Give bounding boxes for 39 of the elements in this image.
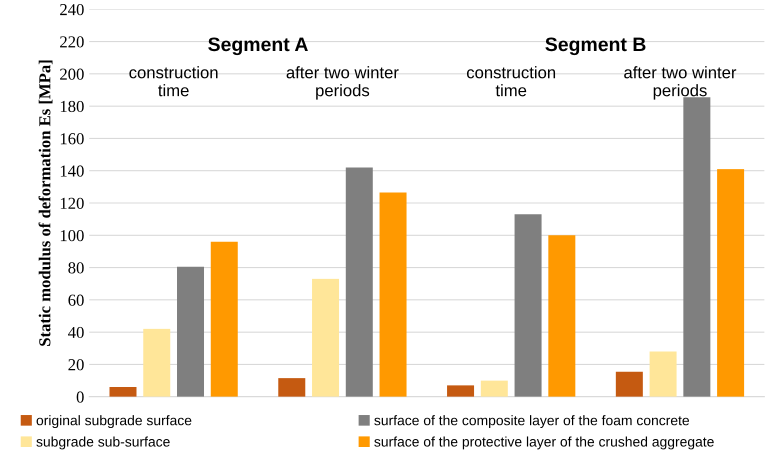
y-axis-title: Static modulus of deformation Es [MPa] <box>38 60 53 346</box>
y-tick-label: 0 <box>76 391 84 403</box>
y-tick-label: 40 <box>68 326 84 338</box>
y-tick-label: 180 <box>60 100 84 112</box>
bar <box>177 266 204 397</box>
bar <box>143 328 170 397</box>
bar <box>548 235 576 397</box>
y-tick-label: 240 <box>60 4 84 16</box>
y-tick-label: 140 <box>60 165 84 177</box>
annotation: Segment A <box>208 37 308 56</box>
bar <box>278 378 306 397</box>
bar <box>109 387 136 397</box>
bar <box>514 214 542 397</box>
x-tick-label: construction time <box>466 66 556 96</box>
bar <box>346 167 373 397</box>
bar <box>717 169 744 397</box>
y-tick-label: 200 <box>60 68 84 80</box>
legend-label: surface of the composite layer of the foam concrete <box>374 415 690 428</box>
x-tick-label: construction time <box>129 66 218 96</box>
legend-label: surface of the protective layer of the crushed aggregate <box>374 436 714 450</box>
bar <box>480 380 508 397</box>
legend-label: subgrade sub-surface <box>36 436 170 450</box>
y-tick-label: 80 <box>68 262 84 274</box>
bar <box>650 352 677 397</box>
y-tick-label: 220 <box>60 36 84 48</box>
y-tick-label: 120 <box>60 198 84 209</box>
y-tick-label: 60 <box>68 294 84 306</box>
x-tick-label: after two winter periods <box>286 66 399 100</box>
bar <box>380 192 407 397</box>
bar <box>312 278 340 397</box>
bar <box>210 242 238 397</box>
y-tick-label: 20 <box>68 359 84 370</box>
bar <box>447 385 474 397</box>
y-tick-label: 100 <box>60 230 84 242</box>
x-tick-label: after two winter periods <box>624 66 736 100</box>
legend-label: original subgrade surface <box>36 415 192 428</box>
annotation: Segment B <box>545 37 646 56</box>
y-tick-label: 160 <box>60 133 84 144</box>
bar <box>616 372 643 397</box>
